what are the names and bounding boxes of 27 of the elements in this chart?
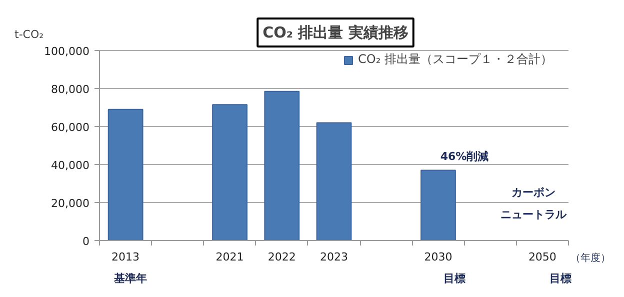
- x-tick-label: 2021: [216, 250, 244, 264]
- bar: [264, 90, 300, 241]
- chart-title: CO₂ 排出量 実績推移: [262, 24, 408, 42]
- bar: [316, 122, 352, 241]
- annotation: ニュートラル: [500, 208, 568, 221]
- y-tick-label: 20,000: [51, 197, 90, 210]
- x-tick-label: 2030: [424, 250, 452, 264]
- x-axis-title: （年度）: [570, 252, 610, 264]
- text: 目標: [550, 272, 572, 285]
- bar: [420, 170, 456, 241]
- y-axis-title: t-CO₂: [14, 28, 44, 41]
- legend-label: CO₂ 排出量（スコープ１・２合計）: [358, 51, 552, 68]
- annotation: カーボン: [512, 186, 556, 199]
- text: 目標: [444, 272, 466, 285]
- x-tick-label: 2013: [112, 250, 140, 264]
- y-tick-label: 0: [82, 235, 90, 248]
- annotation: 46%削減: [440, 150, 489, 163]
- bar: [108, 108, 144, 241]
- y-tick-label: 80,000: [51, 83, 90, 96]
- x-tick-label: 2050: [528, 250, 556, 264]
- x-tick-label: 2022: [268, 250, 296, 264]
- x-tick-label: 2023: [320, 250, 348, 264]
- y-tick-label: 100,000: [44, 45, 90, 58]
- text: 基準年: [113, 272, 147, 285]
- y-tick-label: 40,000: [51, 159, 90, 172]
- y-tick-label: 60,000: [51, 121, 90, 134]
- bar: [212, 104, 248, 241]
